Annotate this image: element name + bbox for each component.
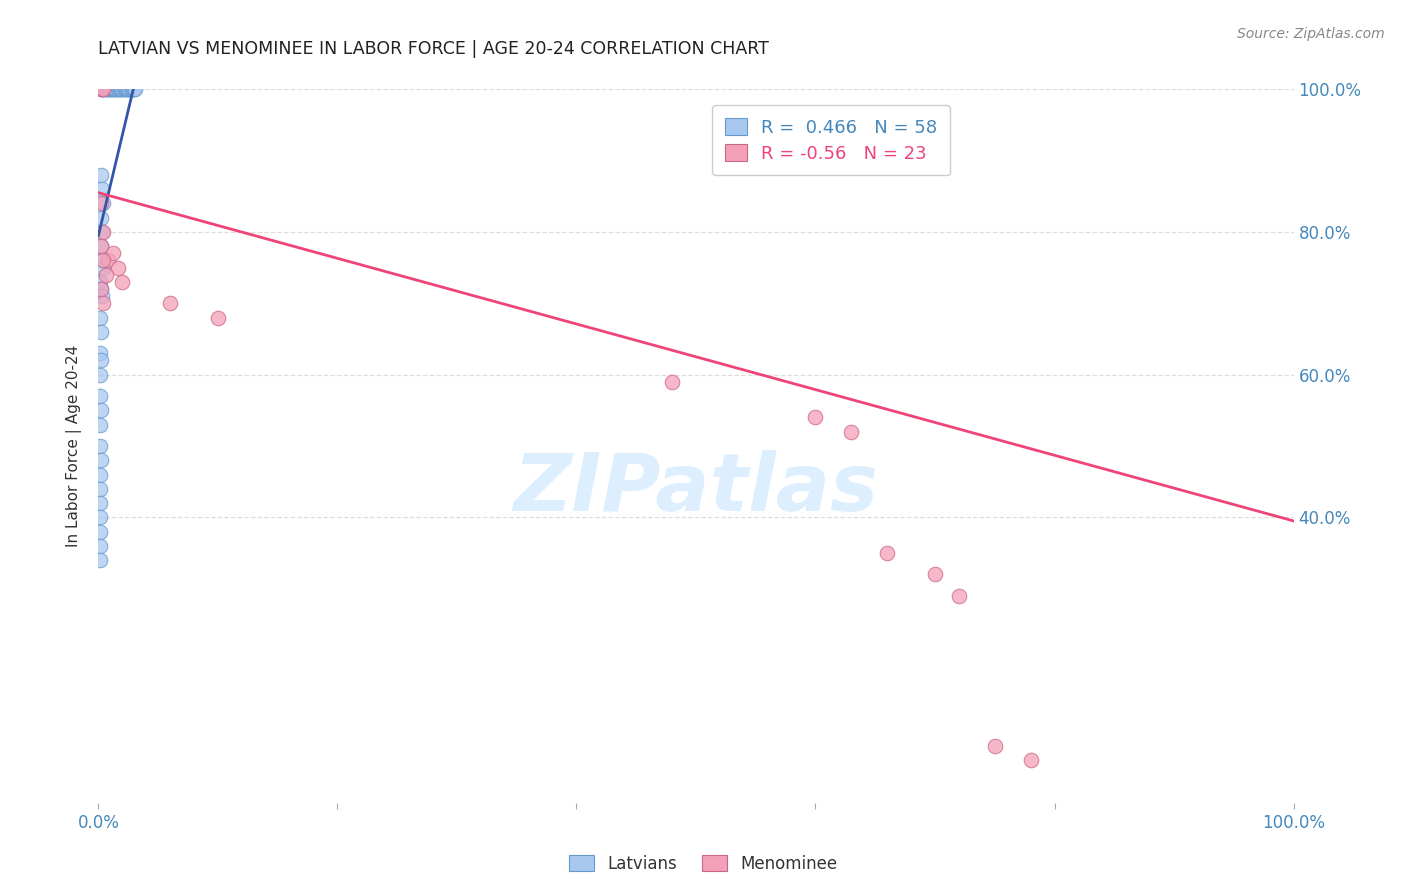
Point [90,239,112,253]
Point [100,82,122,96]
Point [90,211,112,225]
Point [115,82,138,96]
Point [101,82,124,96]
Legend: R =  0.466   N = 58, R = -0.56   N = 23: R = 0.466 N = 58, R = -0.56 N = 23 [713,105,950,176]
Point [111,275,134,289]
Point [89,510,111,524]
Point [93,82,115,96]
Point [107,82,129,96]
Point [91,82,114,96]
Point [90,282,112,296]
Point [90,353,112,368]
Point [159,296,181,310]
Point [122,82,145,96]
Point [91,253,114,268]
Y-axis label: In Labor Force | Age 20-24: In Labor Force | Age 20-24 [66,345,83,547]
Point [118,82,141,96]
Point [91,82,114,96]
Point [98,82,121,96]
Point [90,82,112,96]
Point [91,225,114,239]
Point [841,425,863,439]
Point [91,225,114,239]
Point [89,389,111,403]
Text: ZIPatlas: ZIPatlas [513,450,879,528]
Point [91,296,114,310]
Point [89,346,111,360]
Point [90,325,112,339]
Point [89,439,111,453]
Point [90,196,112,211]
Point [89,553,111,567]
Point [89,524,111,539]
Point [94,82,117,96]
Legend: Latvians, Menominee: Latvians, Menominee [562,848,844,880]
Point [120,82,142,96]
Point [984,739,1007,753]
Point [91,289,114,303]
Text: LATVIAN VS MENOMINEE IN LABOR FORCE | AGE 20-24 CORRELATION CHART: LATVIAN VS MENOMINEE IN LABOR FORCE | AG… [98,40,769,58]
Point [90,282,112,296]
Point [101,246,124,260]
Point [90,82,112,96]
Point [89,496,111,510]
Point [91,253,114,268]
Point [124,82,146,96]
Point [91,260,114,275]
Point [121,82,143,96]
Point [876,546,898,560]
Point [90,453,112,467]
Point [105,82,128,96]
Point [89,275,111,289]
Point [207,310,229,325]
Point [114,82,136,96]
Point [104,82,127,96]
Point [97,82,120,96]
Point [91,196,114,211]
Point [107,82,129,96]
Point [117,82,139,96]
Point [90,168,112,182]
Point [111,82,134,96]
Point [89,368,111,382]
Point [124,82,146,96]
Point [112,82,135,96]
Point [90,403,112,417]
Point [89,467,111,482]
Point [108,82,131,96]
Point [91,182,114,196]
Point [89,310,111,325]
Text: Source: ZipAtlas.com: Source: ZipAtlas.com [1237,27,1385,41]
Point [110,82,132,96]
Point [1019,753,1042,767]
Point [89,417,111,432]
Point [89,539,111,553]
Point [115,82,138,96]
Point [103,82,125,96]
Point [948,589,970,603]
Point [98,82,122,96]
Point [924,567,946,582]
Point [90,239,112,253]
Point [804,410,827,425]
Point [107,260,129,275]
Point [94,268,117,282]
Point [661,375,683,389]
Point [89,482,111,496]
Point [97,253,120,268]
Point [91,82,114,96]
Point [96,82,118,96]
